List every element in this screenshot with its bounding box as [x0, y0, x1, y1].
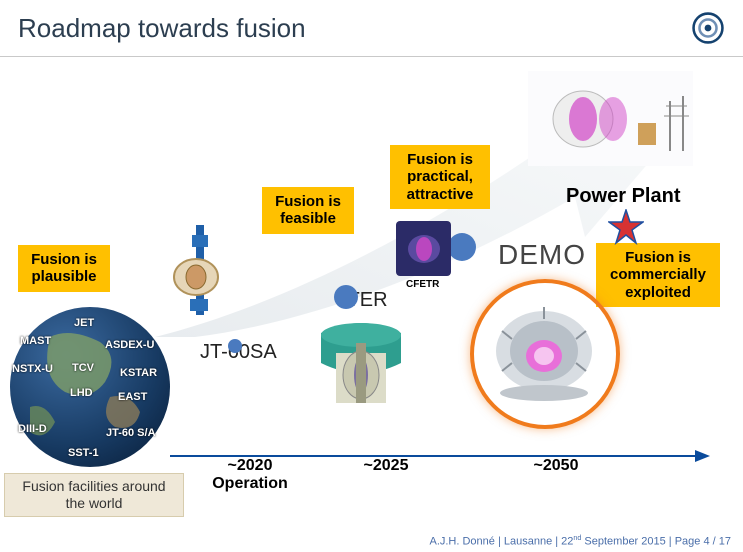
- globe-caption: Fusion facilities around the world: [4, 473, 184, 517]
- iter-image: [316, 313, 406, 408]
- facility-label: DIII-D: [18, 423, 47, 435]
- power-plant-image: [528, 71, 693, 166]
- facility-label: TCV: [72, 362, 94, 374]
- milestone-dot: [334, 285, 358, 309]
- demo-image: [492, 301, 597, 406]
- stage-practical: Fusion is practical, attractive: [390, 145, 490, 209]
- diagram-canvas: Fusion is plausible Fusion is feasible F…: [0, 57, 743, 530]
- power-plant-label: Power Plant: [566, 185, 680, 208]
- facility-label: JET: [74, 317, 94, 329]
- star-icon: [608, 209, 644, 245]
- footer-text: A.J.H. Donné | Lausanne | 22nd September…: [429, 534, 731, 548]
- facility-label: EAST: [118, 391, 147, 403]
- year-2020: ~2020: [228, 457, 273, 474]
- slide: Roadmap towards fusion: [0, 0, 743, 552]
- stage-exploited: Fusion is commercially exploited: [596, 243, 720, 307]
- slide-title: Roadmap towards fusion: [18, 13, 306, 44]
- header: Roadmap towards fusion: [0, 0, 743, 56]
- facility-label: SST-1: [68, 447, 99, 459]
- footer: A.J.H. Donné | Lausanne | 22nd September…: [0, 530, 743, 552]
- facility-label: MAST: [20, 335, 51, 347]
- timeline-2025: ~2025: [346, 457, 426, 475]
- demo-label: DEMO: [498, 239, 586, 271]
- jt60sa-image: [170, 225, 230, 315]
- milestone-dot: [448, 233, 476, 261]
- logo-icon: [691, 11, 725, 45]
- facility-label: ASDEX-U: [105, 339, 155, 351]
- year-2020-sub: Operation: [212, 475, 288, 492]
- stage-plausible: Fusion is plausible: [18, 245, 110, 292]
- milestone-dot: [228, 339, 242, 353]
- globe-image: JET MAST ASDEX-U NSTX-U TCV KSTAR LHD EAST DIII-…: [10, 307, 170, 467]
- cfetr-label: CFETR: [406, 279, 439, 290]
- cfetr-image: [396, 221, 451, 276]
- facility-label: KSTAR: [120, 367, 157, 379]
- timeline-2050: ~2050: [516, 457, 596, 475]
- facility-label: NSTX-U: [12, 363, 53, 375]
- facility-label: LHD: [70, 387, 93, 399]
- timeline-2020: ~2020 Operation: [200, 457, 300, 493]
- facility-label: JT-60 S/A: [106, 427, 156, 439]
- stage-feasible: Fusion is feasible: [262, 187, 354, 234]
